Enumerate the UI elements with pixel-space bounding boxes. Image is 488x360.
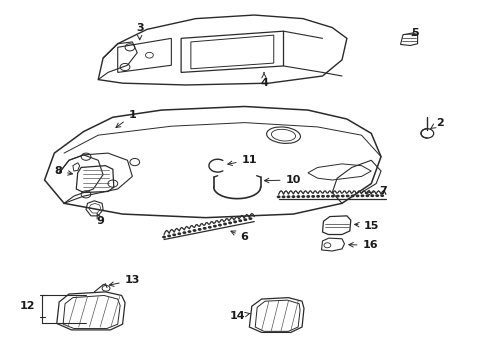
Circle shape xyxy=(243,218,247,221)
Text: 2: 2 xyxy=(429,118,443,129)
Text: 13: 13 xyxy=(109,275,140,286)
Text: 14: 14 xyxy=(229,311,250,321)
Text: 10: 10 xyxy=(264,175,300,185)
Text: 1: 1 xyxy=(116,111,136,127)
Circle shape xyxy=(276,195,280,198)
Circle shape xyxy=(238,219,242,222)
Circle shape xyxy=(228,221,232,224)
Circle shape xyxy=(365,194,368,197)
Circle shape xyxy=(316,195,319,198)
Circle shape xyxy=(233,220,237,223)
Circle shape xyxy=(325,195,329,198)
Circle shape xyxy=(248,217,252,220)
Circle shape xyxy=(340,195,344,198)
Circle shape xyxy=(212,225,216,228)
Circle shape xyxy=(335,195,339,198)
Circle shape xyxy=(380,194,384,197)
Circle shape xyxy=(167,234,171,237)
Text: 4: 4 xyxy=(260,73,267,88)
Circle shape xyxy=(281,195,285,198)
Text: 7: 7 xyxy=(365,186,386,196)
Text: 12: 12 xyxy=(20,301,35,311)
Circle shape xyxy=(223,222,226,225)
Circle shape xyxy=(197,228,201,231)
Circle shape xyxy=(187,230,191,233)
Circle shape xyxy=(330,195,334,198)
Text: 5: 5 xyxy=(410,28,418,38)
Text: 11: 11 xyxy=(227,155,257,166)
Circle shape xyxy=(192,229,196,232)
Text: 9: 9 xyxy=(97,213,104,226)
Circle shape xyxy=(360,194,364,197)
Circle shape xyxy=(286,195,290,198)
Circle shape xyxy=(355,194,359,197)
Circle shape xyxy=(177,232,181,235)
Circle shape xyxy=(305,195,309,198)
Circle shape xyxy=(182,231,186,234)
Circle shape xyxy=(369,194,373,197)
Circle shape xyxy=(203,227,206,230)
Circle shape xyxy=(218,224,222,226)
Circle shape xyxy=(291,195,295,198)
Circle shape xyxy=(207,226,211,229)
Circle shape xyxy=(296,195,300,198)
Circle shape xyxy=(321,195,325,198)
Text: 15: 15 xyxy=(354,221,378,230)
Circle shape xyxy=(172,233,176,236)
Circle shape xyxy=(350,194,354,197)
Circle shape xyxy=(310,195,314,198)
Circle shape xyxy=(301,195,305,198)
Text: 6: 6 xyxy=(230,231,248,242)
Text: 8: 8 xyxy=(54,166,72,176)
Text: 3: 3 xyxy=(136,23,143,40)
Circle shape xyxy=(345,194,349,197)
Circle shape xyxy=(375,194,379,197)
Circle shape xyxy=(162,235,165,238)
Text: 16: 16 xyxy=(348,240,377,250)
